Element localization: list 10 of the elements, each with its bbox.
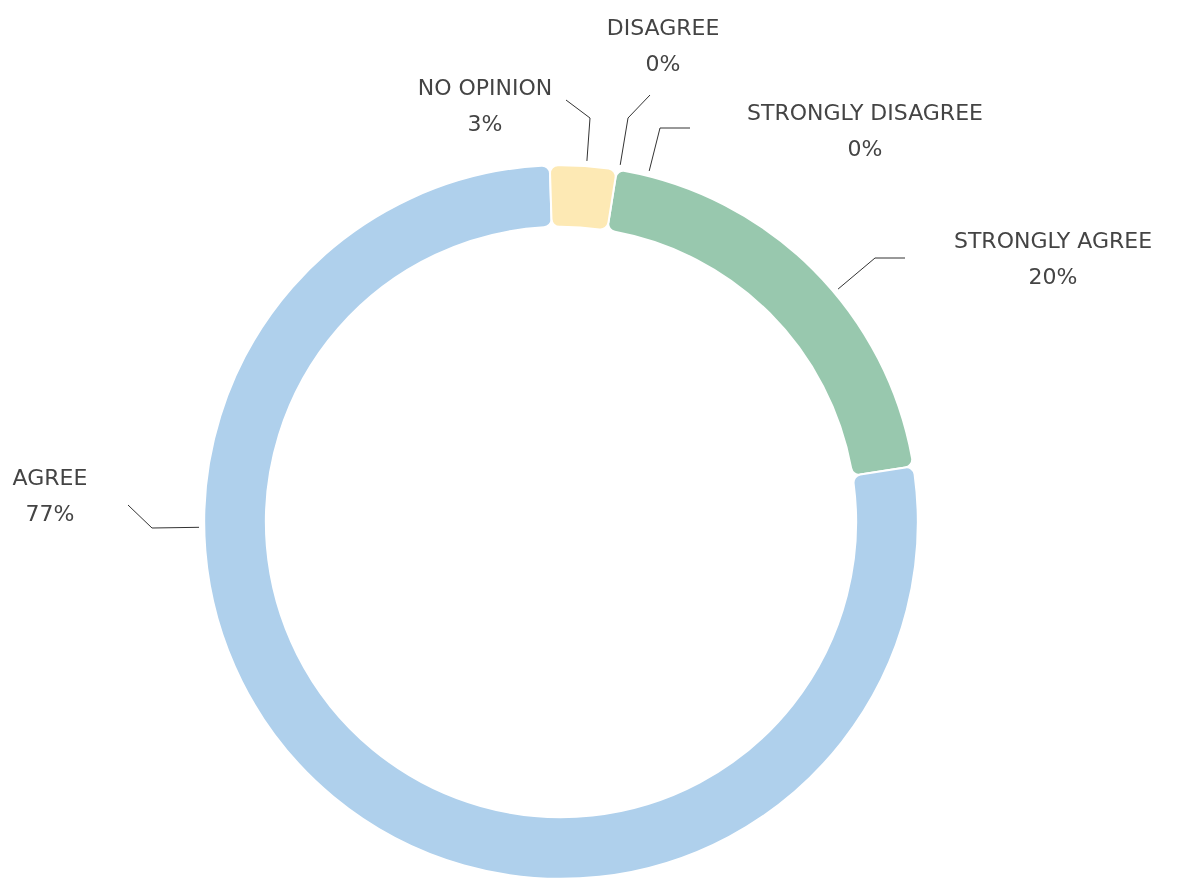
slice-label: NO OPINION xyxy=(417,74,553,100)
text: 0% xyxy=(645,50,681,76)
data-label: 3% xyxy=(467,110,503,136)
data-label: 77% xyxy=(25,500,75,526)
category-label: DISAGREE xyxy=(606,14,720,40)
text: 0% xyxy=(847,135,883,161)
data-label: 20% xyxy=(1028,263,1078,289)
slice-label: AGREE xyxy=(12,464,88,490)
category-label: STRONGLY DISAGREE xyxy=(747,99,983,125)
slice-label: STRONGLY AGREE xyxy=(953,227,1153,253)
